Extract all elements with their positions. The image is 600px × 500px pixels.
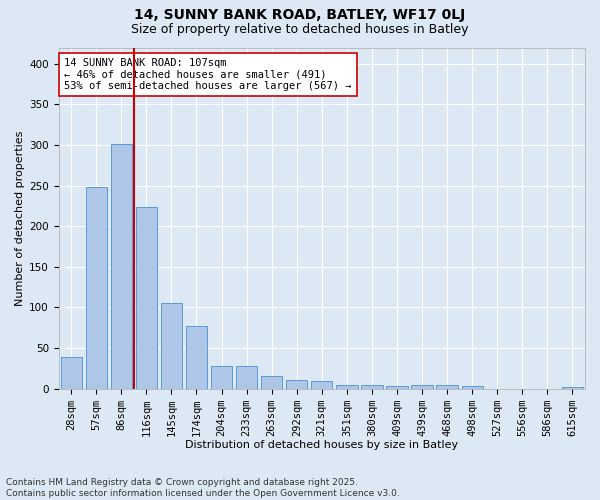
Text: 14 SUNNY BANK ROAD: 107sqm
← 46% of detached houses are smaller (491)
53% of sem: 14 SUNNY BANK ROAD: 107sqm ← 46% of deta… <box>64 58 352 91</box>
Bar <box>110 144 132 388</box>
Bar <box>211 366 232 388</box>
Bar <box>186 326 207 388</box>
Y-axis label: Number of detached properties: Number of detached properties <box>15 130 25 306</box>
Bar <box>286 380 307 388</box>
Bar <box>61 357 82 388</box>
Bar <box>386 386 407 388</box>
Bar <box>236 366 257 388</box>
Bar <box>136 206 157 388</box>
Bar <box>261 376 283 388</box>
Bar <box>161 302 182 388</box>
Text: Size of property relative to detached houses in Batley: Size of property relative to detached ho… <box>131 22 469 36</box>
Bar <box>562 387 583 388</box>
X-axis label: Distribution of detached houses by size in Batley: Distribution of detached houses by size … <box>185 440 458 450</box>
Bar <box>361 386 383 388</box>
Bar <box>86 187 107 388</box>
Bar <box>412 386 433 388</box>
Text: 14, SUNNY BANK ROAD, BATLEY, WF17 0LJ: 14, SUNNY BANK ROAD, BATLEY, WF17 0LJ <box>134 8 466 22</box>
Bar <box>461 386 483 388</box>
Text: Contains HM Land Registry data © Crown copyright and database right 2025.
Contai: Contains HM Land Registry data © Crown c… <box>6 478 400 498</box>
Bar <box>311 382 332 388</box>
Bar <box>336 384 358 388</box>
Bar <box>436 386 458 388</box>
